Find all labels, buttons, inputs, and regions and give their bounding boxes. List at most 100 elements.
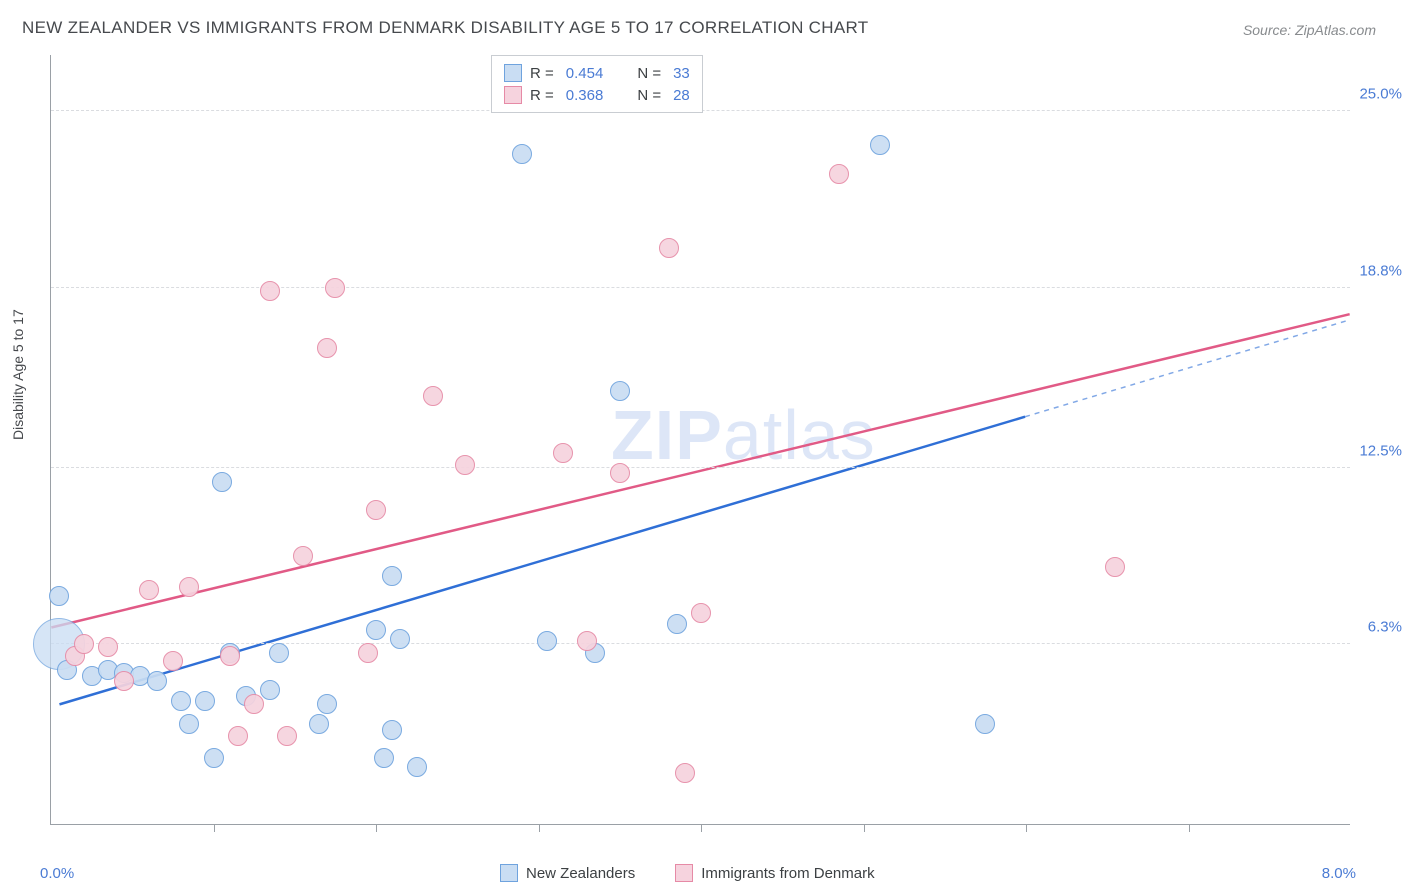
data-point bbox=[244, 694, 264, 714]
data-point bbox=[65, 646, 85, 666]
data-point bbox=[975, 714, 995, 734]
x-axis-min-label: 0.0% bbox=[40, 865, 74, 882]
legend-swatch bbox=[504, 64, 522, 82]
data-point bbox=[195, 691, 215, 711]
data-point bbox=[659, 238, 679, 258]
data-point bbox=[82, 666, 102, 686]
y-tick-label: 18.8% bbox=[1359, 262, 1402, 279]
data-point bbox=[390, 629, 410, 649]
watermark-rest: atlas bbox=[723, 396, 876, 474]
chart-title: NEW ZEALANDER VS IMMIGRANTS FROM DENMARK… bbox=[22, 18, 868, 38]
source-attribution: Source: ZipAtlas.com bbox=[1243, 22, 1376, 38]
data-point bbox=[57, 660, 77, 680]
data-point bbox=[553, 443, 573, 463]
data-point bbox=[537, 631, 557, 651]
x-tick bbox=[1026, 824, 1027, 832]
trend-lines bbox=[51, 55, 1350, 824]
legend-r-label: R = bbox=[530, 65, 554, 82]
data-point bbox=[220, 643, 240, 663]
plot-area: ZIPatlas R =0.454N =33R =0.368N =28 6.3%… bbox=[50, 55, 1350, 825]
data-point bbox=[98, 637, 118, 657]
x-tick bbox=[864, 824, 865, 832]
data-point bbox=[74, 634, 94, 654]
data-point bbox=[610, 381, 630, 401]
legend-n-label: N = bbox=[637, 65, 661, 82]
grid-line bbox=[51, 467, 1350, 468]
data-point bbox=[204, 748, 224, 768]
data-point bbox=[325, 278, 345, 298]
data-point bbox=[220, 646, 240, 666]
source-label: Source: bbox=[1243, 22, 1291, 38]
correlation-legend: R = 0.454 N = 33R = 0.368 N = 28 bbox=[491, 55, 703, 113]
data-point bbox=[423, 386, 443, 406]
data-point bbox=[269, 643, 289, 663]
legend-r-value: 0.454 bbox=[566, 65, 604, 82]
data-point bbox=[512, 144, 532, 164]
data-point bbox=[870, 135, 890, 155]
legend-n-value: 28 bbox=[673, 87, 690, 104]
legend-item: Immigrants from Denmark bbox=[675, 864, 874, 882]
data-point bbox=[374, 748, 394, 768]
data-point bbox=[130, 666, 150, 686]
data-point bbox=[293, 546, 313, 566]
data-point bbox=[366, 500, 386, 520]
legend-row: R =0.368N =28 bbox=[504, 84, 690, 106]
y-tick-label: 6.3% bbox=[1368, 619, 1402, 636]
data-point bbox=[317, 338, 337, 358]
trend-line bbox=[51, 314, 1349, 627]
trend-line bbox=[59, 417, 1025, 705]
legend-row: R = 0.454 N = 33 bbox=[504, 62, 690, 84]
x-tick bbox=[376, 824, 377, 832]
data-point bbox=[212, 472, 232, 492]
legend-n-label: N = bbox=[637, 87, 661, 104]
data-point bbox=[114, 663, 134, 683]
data-point bbox=[228, 726, 248, 746]
grid-line bbox=[51, 287, 1350, 288]
data-point bbox=[407, 757, 427, 777]
x-tick bbox=[1189, 824, 1190, 832]
data-point bbox=[98, 660, 118, 680]
data-point bbox=[358, 643, 378, 663]
legend-r-value: 0.368 bbox=[566, 87, 604, 104]
data-point bbox=[829, 164, 849, 184]
y-axis-title: Disability Age 5 to 17 bbox=[10, 309, 26, 440]
data-point bbox=[236, 686, 256, 706]
legend-n-value: 33 bbox=[673, 65, 690, 82]
data-point bbox=[317, 694, 337, 714]
data-point bbox=[691, 603, 711, 623]
legend-series-name: Immigrants from Denmark bbox=[701, 865, 874, 882]
watermark-bold: ZIP bbox=[611, 396, 723, 474]
y-tick-label: 12.5% bbox=[1359, 442, 1402, 459]
data-point bbox=[114, 671, 134, 691]
data-point bbox=[675, 763, 695, 783]
trend-line-extrapolated bbox=[1025, 320, 1350, 417]
data-point bbox=[163, 651, 183, 671]
data-point bbox=[577, 631, 597, 651]
x-tick bbox=[701, 824, 702, 832]
y-tick-label: 25.0% bbox=[1359, 86, 1402, 103]
legend-series-name: New Zealanders bbox=[526, 865, 635, 882]
legend-swatch bbox=[500, 864, 518, 882]
data-point bbox=[1105, 557, 1125, 577]
x-tick bbox=[539, 824, 540, 832]
legend-swatch bbox=[675, 864, 693, 882]
data-point bbox=[277, 726, 297, 746]
data-point bbox=[179, 577, 199, 597]
data-point bbox=[171, 691, 191, 711]
data-point bbox=[139, 580, 159, 600]
data-point bbox=[179, 714, 199, 734]
data-point bbox=[585, 643, 605, 663]
data-point bbox=[260, 680, 280, 700]
legend-item: New Zealanders bbox=[500, 864, 635, 882]
data-point bbox=[366, 620, 386, 640]
x-axis-max-label: 8.0% bbox=[1322, 865, 1356, 882]
watermark: ZIPatlas bbox=[611, 395, 876, 475]
data-point bbox=[33, 618, 85, 670]
source-value: ZipAtlas.com bbox=[1295, 22, 1376, 38]
x-tick bbox=[214, 824, 215, 832]
data-point bbox=[260, 281, 280, 301]
data-point bbox=[382, 566, 402, 586]
data-point bbox=[147, 671, 167, 691]
data-point bbox=[49, 586, 69, 606]
series-legend: New Zealanders Immigrants from Denmark bbox=[500, 864, 875, 882]
